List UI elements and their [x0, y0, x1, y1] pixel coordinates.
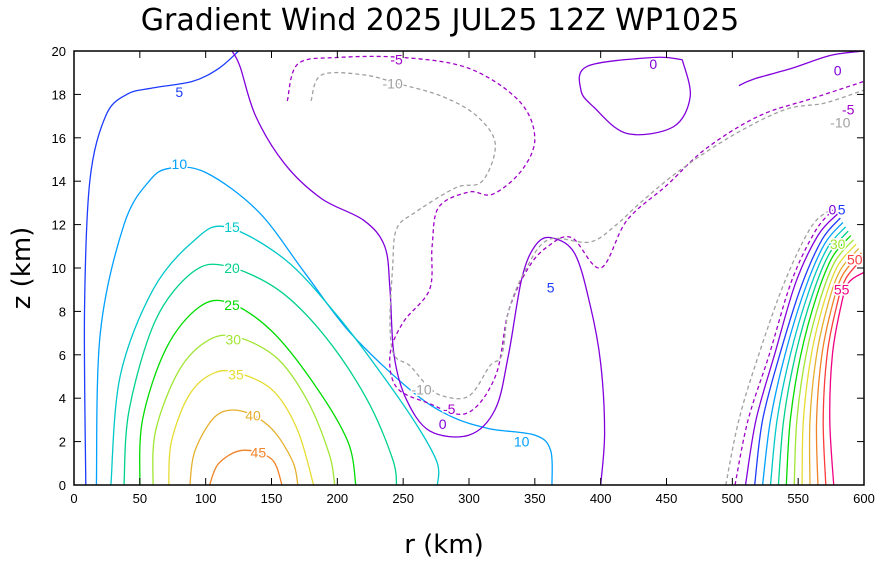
contour-label: 0 — [649, 56, 657, 72]
y-axis: 0 2 4 6 8 10 12 14 16 18 20 — [52, 44, 864, 493]
contour-label: 45 — [251, 444, 267, 460]
contour-line-25 — [785, 235, 852, 485]
contour-label: 20 — [224, 260, 240, 276]
x-tick-label: 250 — [392, 491, 414, 506]
contour-label: 0 — [439, 416, 447, 432]
contour-label: 15 — [224, 219, 240, 235]
x-tick-label: 150 — [261, 491, 283, 506]
contour-line-35 — [168, 369, 315, 485]
contour-line-20 — [123, 263, 398, 485]
x-tick-label: 350 — [524, 491, 546, 506]
contour-line-5 — [83, 51, 240, 485]
contour-line-0 — [231, 51, 606, 485]
x-tick-label: 550 — [787, 491, 809, 506]
contour-label: -5 — [842, 102, 855, 118]
contour-line-40 — [808, 248, 860, 485]
contour-label: -10 — [411, 382, 431, 398]
contour-label: 25 — [224, 297, 240, 313]
y-tick-label: 6 — [59, 348, 66, 363]
y-tick-label: 10 — [52, 261, 66, 276]
y-tick-label: 20 — [52, 44, 66, 59]
contour-label: 40 — [245, 408, 261, 424]
contour-label: 0 — [829, 201, 837, 217]
contour-line-45 — [815, 252, 862, 485]
contour-label: 50 — [847, 251, 863, 267]
contour-line-15 — [769, 226, 847, 485]
contour-label: 35 — [228, 366, 244, 382]
contour-label: 5 — [175, 84, 183, 100]
y-tick-label: 12 — [52, 218, 66, 233]
contour-label: -10 — [383, 76, 403, 92]
contour-label: 30 — [830, 236, 846, 252]
contour-line-0 — [744, 213, 839, 485]
contour-line-0 — [578, 56, 691, 136]
x-tick-label: 400 — [590, 491, 612, 506]
contour-line-55 — [829, 271, 864, 485]
chart-title: Gradient Wind 2025 JUL25 12Z WP1025 — [141, 3, 740, 38]
y-tick-label: 4 — [59, 391, 66, 406]
y-tick-label: 2 — [59, 435, 66, 450]
contour-label: -5 — [390, 52, 403, 68]
y-axis-label: z (km) — [7, 227, 37, 310]
contour-line-neg5 — [734, 208, 835, 485]
contour-label: 5 — [547, 280, 555, 296]
contour-line-5 — [754, 217, 841, 485]
contour-line-50 — [822, 256, 864, 485]
contour-label: 30 — [226, 332, 242, 348]
y-tick-label: 8 — [59, 304, 66, 319]
contour-line-20 — [777, 230, 849, 485]
contour-line-10 — [761, 221, 844, 485]
x-axis-label: r (km) — [404, 530, 484, 560]
contour-lines — [83, 51, 864, 485]
y-tick-label: 18 — [52, 87, 66, 102]
contour-line-10 — [95, 166, 553, 485]
contour-label: 5 — [838, 201, 846, 217]
contour-line-30 — [152, 334, 336, 485]
x-tick-label: 200 — [326, 491, 348, 506]
x-tick-label: 50 — [133, 491, 147, 506]
y-tick-label: 14 — [52, 174, 66, 189]
y-tick-label: 0 — [59, 478, 66, 493]
contour-line-0 — [738, 51, 864, 87]
contour-line-25 — [139, 299, 357, 485]
x-tick-label: 450 — [656, 491, 678, 506]
x-tick-label: 100 — [195, 491, 217, 506]
contour-label: 0 — [834, 63, 842, 79]
x-tick-label: 500 — [721, 491, 743, 506]
plot-frame — [73, 50, 865, 486]
x-tick-label: 0 — [70, 491, 77, 506]
contour-label: -5 — [443, 401, 456, 417]
x-axis: 0 50 100 150 200 250 300 350 400 450 500 550 600 — [70, 51, 875, 506]
contour-label: 55 — [834, 282, 850, 298]
contour-line-45 — [208, 449, 283, 485]
contour-line-neg10 — [725, 208, 832, 485]
x-tick-label: 600 — [853, 491, 875, 506]
contour-line-15 — [110, 225, 440, 485]
x-tick-label: 300 — [458, 491, 480, 506]
contour-line-neg10 — [310, 71, 864, 400]
contour-label: 10 — [514, 434, 530, 450]
y-tick-label: 16 — [52, 131, 66, 146]
contour-label: -10 — [830, 115, 850, 131]
contour-line-35 — [801, 243, 857, 485]
contour-label: 10 — [172, 156, 188, 172]
contour-line-30 — [793, 239, 854, 485]
contour-line-40 — [189, 409, 299, 485]
